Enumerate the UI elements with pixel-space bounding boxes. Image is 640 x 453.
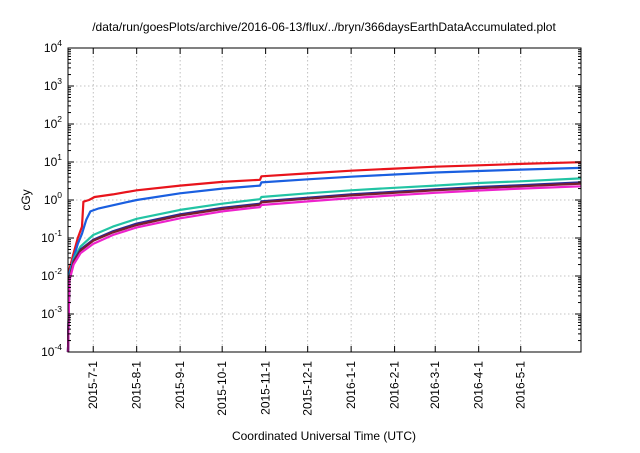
x-tick-label: 2016-5-1 — [514, 361, 528, 409]
y-tick-label: 10-3 — [41, 304, 62, 321]
x-tick-label: 2016-2-1 — [388, 361, 402, 409]
x-tick-label: 2016-3-1 — [428, 361, 442, 409]
series-line-3 — [66, 177, 582, 353]
y-tick-label: 101 — [44, 152, 62, 169]
series-line-1 — [66, 161, 582, 353]
y-tick-label: 102 — [44, 114, 62, 131]
series-line-6 — [66, 185, 582, 353]
y-tick-label: 103 — [44, 76, 62, 93]
x-tick-label: 2015-11-1 — [259, 361, 273, 415]
x-tick-label: 2015-9-1 — [173, 361, 187, 409]
series-line-2 — [66, 166, 582, 353]
y-tick-label: 10-1 — [41, 228, 62, 245]
y-tick-label: 104 — [44, 38, 62, 55]
series-line-4 — [66, 181, 582, 353]
y-axis-label: cGy — [19, 189, 33, 210]
x-tick-label: 2016-1-1 — [344, 361, 358, 409]
series-layer — [66, 161, 582, 353]
y-tick-label: 10-4 — [41, 342, 62, 359]
chart-title: /data/run/goesPlots/archive/2016-06-13/f… — [92, 20, 556, 34]
y-tick-label: 10-2 — [41, 266, 62, 283]
x-tick-label: 2015-12-1 — [301, 361, 315, 416]
series-line-5 — [66, 182, 582, 353]
x-tick-label: 2015-7-1 — [86, 361, 100, 409]
x-tick-label: 2015-10-1 — [215, 361, 229, 416]
x-tick-label: 2015-8-1 — [130, 361, 144, 409]
x-axis-label: Coordinated Universal Time (UTC) — [232, 429, 416, 443]
x-tick-label: 2016-4-1 — [472, 361, 486, 409]
tick-layer: 10-4 10-3 10-2 10-1 100 101 102 103 104 2015-7-1 2… — [41, 38, 581, 416]
y-tick-label: 100 — [44, 190, 62, 207]
